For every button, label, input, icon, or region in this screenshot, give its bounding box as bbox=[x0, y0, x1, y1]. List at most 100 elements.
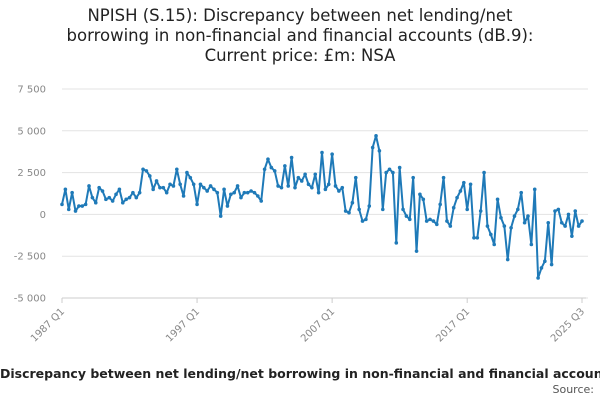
data-point bbox=[519, 190, 524, 195]
data-point bbox=[212, 187, 216, 192]
data-point bbox=[522, 220, 527, 225]
data-point bbox=[526, 214, 530, 218]
data-point bbox=[380, 207, 385, 212]
data-point bbox=[536, 276, 540, 280]
data-point bbox=[387, 167, 392, 172]
data-point bbox=[222, 187, 226, 192]
data-point bbox=[407, 217, 412, 222]
legend: Discrepancy between net lending/net borr… bbox=[0, 366, 600, 381]
data-point bbox=[90, 195, 95, 200]
data-point bbox=[468, 182, 473, 187]
data-point bbox=[472, 236, 476, 240]
data-point bbox=[289, 155, 294, 160]
data-point bbox=[438, 202, 442, 207]
data-point bbox=[320, 150, 324, 155]
data-point bbox=[225, 204, 230, 208]
data-point bbox=[502, 224, 507, 228]
data-point bbox=[485, 224, 490, 228]
data-point bbox=[242, 190, 247, 195]
data-point bbox=[353, 175, 358, 180]
data-point bbox=[370, 145, 375, 150]
data-point bbox=[151, 187, 155, 192]
data-point bbox=[435, 222, 439, 227]
data-point bbox=[266, 157, 270, 162]
data-point bbox=[316, 190, 321, 195]
data-point bbox=[360, 219, 365, 223]
data-point bbox=[529, 242, 534, 247]
data-point bbox=[235, 184, 240, 188]
data-point bbox=[161, 185, 166, 190]
data-point bbox=[326, 182, 331, 187]
data-point bbox=[448, 224, 453, 228]
data-point bbox=[330, 152, 334, 157]
data-point bbox=[276, 184, 280, 188]
x-axis-ticks: 1987 Q1 1997 Q1 2007 Q1 2017 Q1 2025 Q3 bbox=[29, 298, 587, 344]
data-point bbox=[198, 182, 203, 187]
data-point bbox=[337, 189, 341, 193]
data-point bbox=[252, 190, 257, 195]
data-point bbox=[566, 212, 571, 217]
data-point bbox=[144, 169, 149, 173]
data-point bbox=[283, 164, 287, 168]
data-point bbox=[492, 242, 497, 247]
y-axis-ticks: 7 500 5 000 2 500 0 -2 500 -5 000 bbox=[14, 85, 46, 305]
data-point bbox=[401, 207, 405, 212]
data-point bbox=[451, 205, 456, 210]
data-point bbox=[60, 202, 64, 207]
data-point bbox=[516, 207, 520, 212]
data-point bbox=[350, 200, 355, 205]
data-point bbox=[411, 175, 415, 180]
data-point bbox=[573, 209, 578, 213]
chart-title-line-2: borrowing in non-financial and financial… bbox=[66, 26, 534, 45]
data-point bbox=[83, 202, 88, 207]
data-point bbox=[70, 190, 74, 195]
data-point bbox=[97, 185, 101, 190]
y-tick-label: 5 000 bbox=[17, 126, 46, 137]
data-point bbox=[374, 134, 378, 138]
data-point bbox=[114, 192, 118, 197]
data-point bbox=[77, 204, 81, 208]
data-point bbox=[431, 219, 436, 223]
data-point bbox=[414, 249, 419, 253]
data-point bbox=[296, 175, 301, 180]
data-point bbox=[215, 190, 220, 195]
data-point bbox=[181, 194, 186, 198]
data-point bbox=[299, 179, 304, 183]
data-point bbox=[424, 219, 429, 223]
data-point bbox=[306, 182, 311, 187]
data-point bbox=[188, 175, 193, 180]
data-point bbox=[465, 207, 469, 212]
data-point bbox=[475, 236, 480, 240]
data-point bbox=[110, 199, 115, 203]
data-point bbox=[539, 266, 544, 270]
data-point bbox=[73, 209, 78, 213]
x-tick-label: 2017 Q1 bbox=[434, 306, 472, 344]
data-point bbox=[559, 220, 564, 225]
data-point bbox=[147, 174, 152, 178]
series-layer bbox=[60, 134, 584, 280]
source-label: Source: bbox=[552, 383, 595, 396]
data-point bbox=[208, 184, 213, 188]
data-point bbox=[229, 192, 233, 197]
data-point bbox=[202, 185, 206, 190]
data-point bbox=[93, 200, 98, 205]
data-point bbox=[340, 185, 345, 190]
data-point bbox=[232, 190, 237, 195]
data-point bbox=[286, 184, 291, 188]
data-point bbox=[154, 179, 159, 183]
data-point bbox=[553, 209, 557, 213]
data-point bbox=[556, 207, 561, 212]
data-point bbox=[134, 195, 139, 200]
data-point bbox=[262, 167, 267, 172]
data-point bbox=[546, 220, 551, 225]
data-point bbox=[549, 262, 554, 267]
data-point bbox=[394, 241, 399, 245]
x-tick-label: 2007 Q1 bbox=[299, 306, 337, 344]
y-tick-label: -2 500 bbox=[14, 252, 46, 263]
data-point bbox=[303, 172, 307, 177]
data-point bbox=[137, 190, 142, 195]
data-point bbox=[293, 185, 297, 190]
chart-title: NPISH (S.15): Discrepancy between net le… bbox=[0, 6, 600, 66]
data-point bbox=[367, 204, 372, 208]
